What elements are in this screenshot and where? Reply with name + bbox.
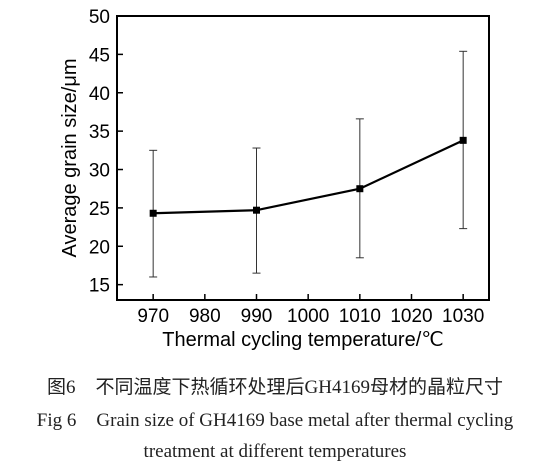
caption-label-english: Fig 6 [36,410,77,431]
data-points [149,136,467,217]
x-tick-label: 1010 [339,306,381,327]
error-bars [149,50,468,278]
y-tick-label: 30 [89,161,110,182]
y-tick-label: 40 [89,84,110,105]
caption-text-english-line2: treatment at different temperatures [143,441,407,462]
series-line [153,139,464,215]
series-line-layer [153,139,464,215]
figure-caption-english-line1: Fig 6 Grain size of GH4169 base metal aft… [0,410,550,432]
caption-text-chinese: 不同温度下热循环处理后GH4169母材的晶粒尺寸 [95,377,503,398]
y-tick-label: 15 [89,276,110,297]
x-tick-label: 990 [241,306,273,327]
y-tick-label: 35 [89,122,110,143]
y-tick-label: 45 [89,45,110,66]
y-axis-label: Average grain size/μm [59,58,81,257]
y-tick-label: 20 [89,237,110,258]
caption-text-english-line1: Grain size of GH4169 base metal after th… [96,410,514,431]
axis-ticks: 970 980 990 1000 1010 1020 1030 15 20 25 30 35 40 45 5… [89,7,484,327]
figure-caption-chinese: 图6 不同温度下热循环处理后GH4169母材的晶粒尺寸 [0,372,550,399]
chart: 970 980 990 1000 1010 1020 1030 15 20 25 30 35 40 45 5… [59,7,490,351]
x-axis-label: Thermal cycling temperature/℃ [162,329,443,351]
x-tick-label: 980 [189,306,221,327]
y-tick-label: 25 [89,199,110,220]
x-tick-label: 1020 [390,306,432,327]
plot-frame [116,15,490,301]
y-tick-label: 50 [89,7,110,28]
x-tick-label: 1030 [442,306,484,327]
caption-label-chinese: 图6 [47,377,76,398]
x-tick-label: 1000 [287,306,329,327]
data-point-1010 [356,185,364,193]
x-tick-label: 970 [137,306,169,327]
data-point-970 [149,209,157,217]
data-point-1030 [459,136,467,144]
figure-caption-english-line2: treatment at different temperatures [0,441,550,463]
data-point-990 [253,206,260,214]
